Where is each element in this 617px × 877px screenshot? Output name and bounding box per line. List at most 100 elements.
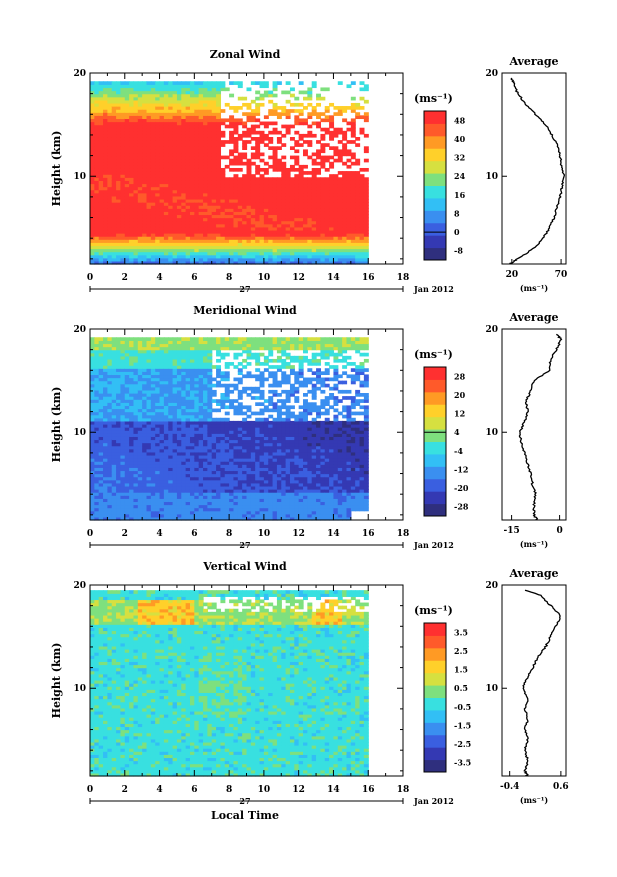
heatmap-cell: [220, 156, 225, 160]
heatmap-cell: [320, 87, 325, 91]
heatmap-cell: [325, 156, 330, 160]
heatmap-cell: [103, 337, 108, 341]
heatmap-cell: [364, 177, 369, 181]
profile-y-tick-label: 20: [485, 69, 498, 79]
heatmap-cell: [229, 168, 234, 172]
heatmap-cell: [312, 153, 317, 157]
heatmap-cell: [194, 337, 199, 341]
heatmap-cell: [325, 177, 330, 181]
colorbar-swatch: [424, 223, 446, 236]
heatmap-cell: [360, 128, 365, 132]
heatmap-cell: [329, 146, 334, 150]
heatmap-cell: [303, 177, 308, 181]
heatmap-cell: [247, 103, 252, 107]
heatmap-cell: [255, 118, 260, 122]
heatmap-cell: [112, 81, 117, 85]
heatmap-cell: [333, 146, 338, 150]
heatmap-cell: [273, 177, 278, 181]
heatmap-cell: [281, 91, 286, 95]
heatmap-cell: [112, 337, 117, 341]
x-tick-label: 10: [258, 273, 271, 283]
heatmap-cell: [329, 115, 334, 119]
profile-line: [510, 78, 564, 264]
heatmap-cell: [303, 165, 308, 169]
heatmap-cell: [316, 162, 321, 166]
heatmap-cell: [186, 81, 191, 85]
heatmap-cell: [147, 337, 152, 341]
heatmap-cell: [273, 122, 278, 126]
heatmap-cell: [303, 106, 308, 110]
heatmap-cell: [238, 118, 243, 122]
heatmap-cell: [307, 156, 312, 160]
heatmap-cell: [355, 103, 360, 107]
heatmap-cell: [360, 87, 365, 91]
heatmap-cell: [220, 118, 225, 122]
heatmap-cell: [307, 125, 312, 129]
heatmap-cell: [255, 91, 260, 95]
colorbar-swatch: [424, 210, 446, 223]
heatmap-cell: [277, 81, 282, 85]
heatmap-cell: [212, 409, 217, 413]
y-tick-label: 20: [73, 69, 86, 79]
heatmap-cell: [203, 81, 208, 85]
heatmap-cell: [220, 81, 225, 85]
heatmap-cell: [133, 81, 138, 85]
heatmap-cell: [255, 103, 260, 107]
heatmap-cell: [229, 159, 234, 163]
heatmap-cells: [90, 337, 369, 520]
heatmap-cell: [151, 337, 156, 341]
heatmap-cell: [251, 137, 256, 141]
heatmap-cell: [255, 177, 260, 181]
heatmap-cell: [360, 115, 365, 119]
heatmap-cell: [138, 81, 143, 85]
heatmap-cell: [207, 337, 212, 341]
heatmap-cell: [364, 84, 369, 88]
heatmap-cell: [260, 131, 265, 135]
heatmap-cell: [294, 109, 299, 113]
heatmap-cell: [351, 171, 356, 175]
heatmap-cell: [268, 122, 273, 126]
heatmap-cell: [164, 81, 169, 85]
heatmap-cell: [120, 337, 125, 341]
heatmap-cell: [264, 122, 269, 126]
heatmap-cell: [286, 81, 291, 85]
heatmap-cell: [294, 156, 299, 160]
heatmap-cell: [316, 94, 321, 98]
heatmap-cell: [338, 81, 343, 85]
heatmap-cell: [142, 337, 147, 341]
heatmap-cell: [264, 162, 269, 166]
heatmap-cell: [316, 122, 321, 126]
heatmap-cell: [325, 143, 330, 147]
heatmap-cell: [225, 177, 230, 181]
heatmap-cell: [325, 87, 330, 91]
profile-y-tick-label: 10: [485, 172, 498, 182]
heatmap-cell: [173, 337, 178, 341]
heatmap-cell: [251, 174, 256, 178]
heatmap-cell: [281, 125, 286, 129]
x-tick-label: 16: [362, 273, 375, 283]
heatmap-cell: [351, 97, 356, 101]
heatmap-cell: [264, 91, 269, 95]
heatmap-cell: [268, 177, 273, 181]
heatmap-cell: [364, 100, 369, 104]
heatmap-cell: [268, 91, 273, 95]
heatmap-cell: [329, 131, 334, 135]
heatmap-cell: [268, 137, 273, 141]
heatmap-cell: [168, 337, 173, 341]
heatmap-cell: [164, 337, 169, 341]
heatmap-cell: [251, 153, 256, 157]
heatmap-cell: [333, 159, 338, 163]
heatmap-cell: [247, 87, 252, 91]
heatmap-cell: [242, 103, 247, 107]
heatmap-cell: [351, 118, 356, 122]
heatmap-cell: [238, 81, 243, 85]
heatmap-cell: [307, 103, 312, 107]
heatmap-cell: [307, 171, 312, 175]
colorbar-tick-label: 8: [454, 208, 460, 218]
colorbar-unit: (ms⁻¹): [414, 92, 453, 105]
heatmap-cell: [268, 100, 273, 104]
heatmap-cell: [277, 106, 282, 110]
colorbar-swatch: [424, 161, 446, 174]
heatmap-cell: [342, 106, 347, 110]
